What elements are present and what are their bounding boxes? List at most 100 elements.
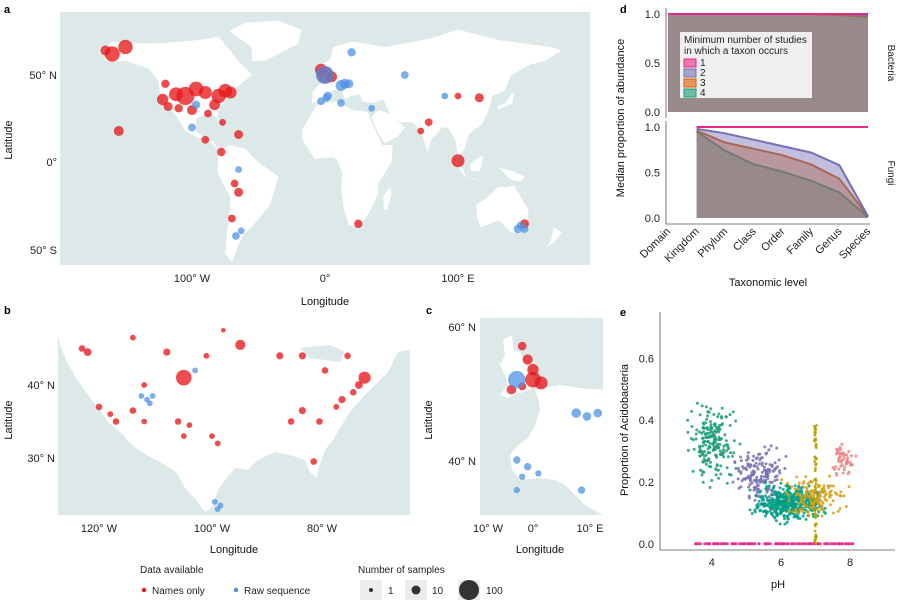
e-point-cluster-1	[724, 439, 728, 443]
e-point-streak	[814, 516, 817, 520]
b-xtick-100w: 100° W	[194, 523, 231, 535]
e-point-cluster-1	[710, 435, 714, 439]
raw-sequence-point	[138, 393, 145, 399]
panel-e-chart: 0.0 0.2 0.4 0.6 4 6 8 pH Proportion of Acidobact…	[619, 312, 895, 591]
e-point-streak	[814, 443, 818, 447]
e-point-cluster-4	[819, 507, 823, 511]
e-point-cluster-4	[805, 486, 809, 490]
e-point-cluster-3	[770, 511, 774, 515]
map-c-points	[506, 341, 603, 494]
d-xtick-family: Family	[785, 225, 817, 257]
e-point-cluster-3	[802, 511, 806, 515]
legend-size-100-marker	[459, 580, 479, 600]
e-point-cluster-1	[698, 448, 702, 452]
d-ytick: 0.0	[645, 107, 660, 119]
e-point-cluster-1	[690, 425, 694, 428]
a-xtick-0: 0°	[320, 273, 331, 285]
e-point-cluster-2	[748, 477, 752, 481]
names-only-point	[130, 334, 136, 341]
names-only-point	[141, 418, 148, 425]
e-point-cluster-2	[757, 462, 761, 466]
e-point-streak	[813, 433, 817, 437]
e-point-cluster-1	[698, 454, 702, 458]
names-only-point	[454, 92, 462, 100]
e-point-cluster-4	[802, 480, 806, 484]
e-point-cluster-1	[709, 407, 713, 411]
c-xtick-10e: 10° E	[576, 523, 603, 535]
e-point-streak	[815, 500, 818, 504]
e-point-cluster-2	[784, 455, 788, 458]
d-facet-label-Bacteria: Bacteria	[885, 45, 896, 82]
e-point-cluster-4	[784, 491, 788, 495]
e-point-cluster-2	[765, 490, 769, 494]
e-point-cluster-4	[821, 501, 825, 505]
e-point-cluster-3	[748, 488, 752, 492]
e-point-cluster-3	[753, 510, 757, 514]
names-only-point	[287, 418, 295, 425]
e-ytick: 0.6	[639, 353, 654, 365]
legend-size-10-label: 10	[432, 586, 444, 597]
e-point-zero-row	[806, 542, 810, 546]
raw-sequence-point	[519, 473, 526, 480]
raw-sequence-point	[508, 370, 526, 389]
land-australia	[476, 185, 529, 233]
e-point-cluster-1	[706, 410, 710, 414]
e-point-cluster-2	[773, 479, 777, 482]
legend-size-100-label: 100	[486, 586, 503, 597]
e-point-cluster-4	[820, 514, 824, 518]
d-legend-bg	[680, 32, 812, 98]
e-point-cluster-3	[748, 508, 752, 512]
raw-sequence-point	[582, 412, 592, 421]
e-ytick: 0.4	[639, 415, 654, 427]
e-point-cluster-5	[842, 468, 846, 472]
e-point-cluster-2	[739, 455, 743, 459]
names-only-point	[338, 396, 346, 404]
names-only-point	[234, 187, 244, 197]
e-point-cluster-2	[763, 468, 767, 472]
names-only-point	[219, 118, 227, 126]
e-point-cluster-1	[686, 430, 690, 434]
e-point-cluster-1	[714, 473, 718, 477]
names-only-point	[298, 407, 306, 415]
d-area-Fungi-4	[696, 131, 868, 218]
e-point-cluster-4	[787, 494, 791, 498]
names-only-point	[174, 418, 182, 425]
raw-sequence-point	[237, 227, 245, 235]
e-point-cluster-3	[782, 507, 786, 511]
raw-sequence-point	[149, 393, 156, 399]
e-point-cluster-1	[697, 430, 701, 434]
e-point-cluster-1	[701, 421, 705, 425]
e-point-cluster-3	[790, 495, 793, 499]
e-point-cluster-3	[795, 497, 798, 501]
land-new-zealand	[547, 227, 562, 247]
e-point-cluster-1	[699, 468, 702, 472]
e-point-cluster-5	[846, 472, 850, 476]
e-point-cluster-2	[770, 489, 774, 493]
e-point-cluster-1	[701, 480, 705, 484]
e-point-cluster-1	[717, 412, 721, 416]
panel-b-label: b	[4, 305, 11, 317]
e-point-cluster-1	[695, 428, 699, 432]
e-point-cluster-2	[747, 496, 751, 500]
e-point-cluster-1	[721, 453, 724, 457]
legend-raw-sequence-marker	[233, 587, 239, 593]
e-point-cluster-1	[729, 451, 732, 455]
e-point-cluster-1	[728, 413, 732, 417]
raw-sequence-point	[188, 123, 196, 132]
e-point-cluster-3	[783, 517, 786, 521]
e-point-cluster-1	[723, 433, 727, 437]
e-point-cluster-1	[717, 428, 720, 432]
d-legend-key-4	[683, 88, 697, 98]
c-ylabel: Latitude	[423, 400, 435, 439]
e-point-cluster-2	[775, 478, 779, 482]
e-point-cluster-1	[718, 443, 722, 446]
e-point-streak	[813, 469, 817, 473]
e-point-cluster-5	[834, 465, 838, 469]
e-point-streak	[813, 460, 816, 463]
e-point-streak	[813, 529, 817, 533]
e-point-cluster-5	[839, 448, 843, 452]
e-point-cluster-1	[725, 449, 728, 453]
e-point-cluster-3	[822, 510, 826, 514]
e-point-cluster-2	[762, 465, 766, 469]
raw-sequence-point	[513, 486, 520, 494]
